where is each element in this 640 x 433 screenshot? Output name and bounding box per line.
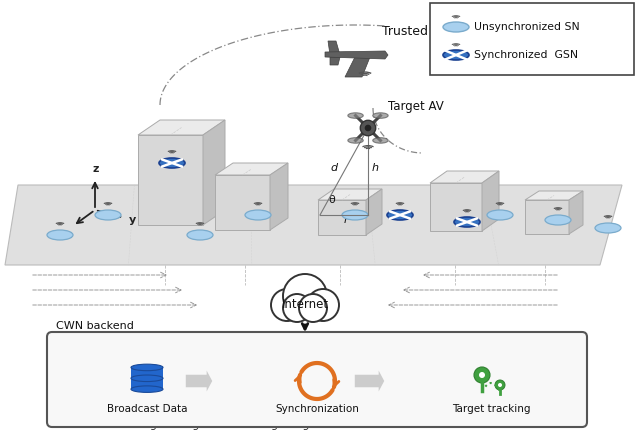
Text: Target AV: Target AV [388,100,444,113]
Text: d: d [330,163,337,173]
Polygon shape [569,191,583,234]
Circle shape [498,383,502,387]
Circle shape [307,289,339,321]
Text: CWN backend: CWN backend [56,321,134,331]
Polygon shape [525,191,583,200]
Text: Internet: Internet [282,297,328,310]
Text: x: x [65,230,72,240]
Ellipse shape [443,50,469,60]
Polygon shape [203,120,225,225]
Ellipse shape [348,138,364,143]
Text: Trusted AV: Trusted AV [382,25,448,38]
Circle shape [479,372,485,378]
Ellipse shape [372,113,388,118]
Circle shape [495,380,505,390]
Text: Synchronization: Synchronization [275,404,359,414]
Circle shape [360,120,376,136]
Ellipse shape [131,386,163,392]
FancyBboxPatch shape [47,332,587,427]
Polygon shape [345,57,370,77]
Circle shape [283,274,327,318]
Circle shape [474,367,490,383]
Polygon shape [366,189,382,235]
Polygon shape [482,171,499,231]
Ellipse shape [159,158,185,168]
Text: Target tracking: Target tracking [452,404,531,414]
Polygon shape [131,378,163,389]
Polygon shape [138,120,225,135]
Ellipse shape [372,138,388,143]
Circle shape [365,125,371,131]
Polygon shape [131,368,163,378]
Ellipse shape [47,230,73,240]
Text: Unsynchronized SN: Unsynchronized SN [474,22,580,32]
Text: z: z [93,164,99,174]
Polygon shape [270,163,288,230]
Polygon shape [318,189,382,200]
Ellipse shape [454,217,480,227]
Polygon shape [430,171,499,183]
Circle shape [271,289,303,321]
Polygon shape [430,183,482,231]
Ellipse shape [245,210,271,220]
Polygon shape [525,200,569,234]
Polygon shape [330,57,340,65]
Polygon shape [215,175,270,230]
Ellipse shape [342,210,368,220]
Text: r: r [344,215,349,225]
Ellipse shape [131,364,163,371]
Text: Broadcast Data: Broadcast Data [107,404,188,414]
Polygon shape [5,185,622,265]
Text: Synchronized  GSN: Synchronized GSN [474,50,578,60]
Circle shape [283,294,311,322]
Ellipse shape [487,210,513,220]
Ellipse shape [387,210,413,220]
Text: y: y [129,215,136,225]
Circle shape [299,294,327,322]
Ellipse shape [187,230,213,240]
Text: h: h [372,163,379,173]
Text: θ: θ [328,195,335,205]
Polygon shape [328,41,340,55]
Ellipse shape [595,223,621,233]
Polygon shape [318,200,366,235]
Ellipse shape [95,210,121,220]
Polygon shape [325,51,388,59]
Polygon shape [215,163,288,175]
FancyBboxPatch shape [430,3,634,75]
Ellipse shape [545,215,571,225]
Text: Fig. 1: Target AVs tracking using a noncoherent CWN with broadcast: Fig. 1: Target AVs tracking using a nonc… [142,420,498,430]
Ellipse shape [443,22,469,32]
Polygon shape [138,135,203,225]
Ellipse shape [131,375,163,381]
Ellipse shape [348,113,364,118]
